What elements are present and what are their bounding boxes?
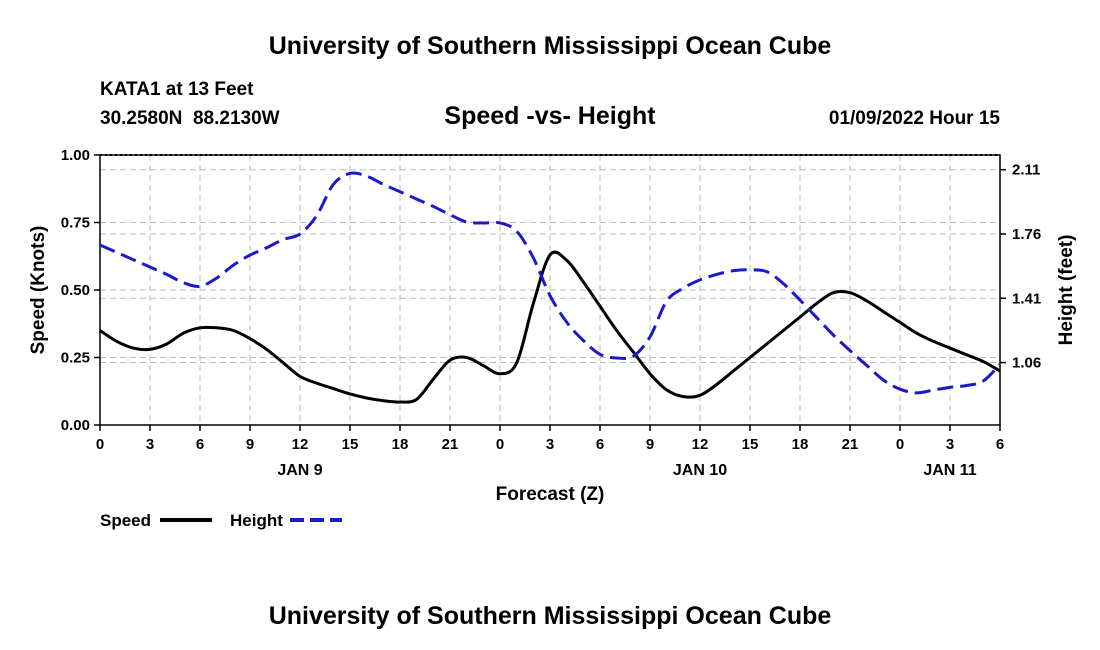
x-tick-label: 21 xyxy=(842,436,859,453)
legend-height-label: Height xyxy=(230,511,283,530)
x-tick-label: 0 xyxy=(896,436,904,453)
y2-axis-label: Height (feet) xyxy=(1056,235,1077,346)
y-tick-label: 0.00 xyxy=(61,417,90,434)
y2-tick-label: 1.76 xyxy=(1012,226,1041,243)
x-axis-label: Forecast (Z) xyxy=(496,484,605,505)
chart-subtitle: Speed -vs- Height xyxy=(444,102,656,130)
y-tick-label: 0.25 xyxy=(61,350,90,367)
x-tick-label: 0 xyxy=(496,436,504,453)
y2-tick-label: 1.06 xyxy=(1012,355,1041,372)
x-tick-label: 18 xyxy=(792,436,809,453)
x-tick-label: 6 xyxy=(596,436,604,453)
y-axis-label: Speed (Knots) xyxy=(28,226,49,355)
x-tick-label: 15 xyxy=(342,436,359,453)
footer-title: University of Southern Mississippi Ocean… xyxy=(269,602,832,630)
legend: Speed Height xyxy=(100,511,342,530)
x-tick-label: 15 xyxy=(742,436,759,453)
y-tick-label: 0.75 xyxy=(61,215,90,232)
x-tick-label: 3 xyxy=(946,436,954,453)
x-tick-label: 12 xyxy=(692,436,709,453)
date-labels: JAN 9 JAN 10 JAN 11 xyxy=(277,462,976,479)
x-tick-label: 0 xyxy=(96,436,104,453)
series-line-speed xyxy=(99,250,1001,404)
station-label: KATA1 at 13 Feet xyxy=(100,79,254,100)
series-line-height xyxy=(99,171,1002,395)
x-tick-label: 9 xyxy=(646,436,654,453)
y-tick-label: 0.50 xyxy=(61,282,90,299)
y2-tick-label: 1.41 xyxy=(1012,290,1041,307)
date-label: JAN 9 xyxy=(277,462,322,479)
y-axis-ticks: 0.00 0.25 0.50 0.75 1.00 xyxy=(61,147,100,434)
x-tick-label: 21 xyxy=(442,436,459,453)
coords-label: 30.2580N 88.2130W xyxy=(100,108,280,129)
x-tick-label: 3 xyxy=(146,436,154,453)
date-label: JAN 10 xyxy=(673,462,727,479)
legend-speed-label: Speed xyxy=(100,511,151,530)
x-tick-label: 12 xyxy=(292,436,309,453)
datetime-label: 01/09/2022 Hour 15 xyxy=(829,108,1001,129)
x-axis-ticks: 0 3 6 9 12 15 18 21 0 3 6 9 12 15 18 21 0 3 6 xyxy=(96,425,1004,453)
x-tick-label: 9 xyxy=(246,436,254,453)
x-tick-label: 18 xyxy=(392,436,409,453)
grid-lines xyxy=(99,154,1001,426)
x-tick-label: 6 xyxy=(996,436,1004,453)
series-lines xyxy=(99,171,1002,404)
x-tick-label: 3 xyxy=(546,436,554,453)
y2-tick-label: 2.11 xyxy=(1012,162,1040,179)
date-label: JAN 11 xyxy=(923,462,976,479)
x-tick-label: 6 xyxy=(196,436,204,453)
y2-axis-ticks: 1.06 1.41 1.76 2.11 xyxy=(1000,162,1041,372)
main-title: University of Southern Mississippi Ocean… xyxy=(269,32,832,60)
y-tick-label: 1.00 xyxy=(61,147,90,164)
